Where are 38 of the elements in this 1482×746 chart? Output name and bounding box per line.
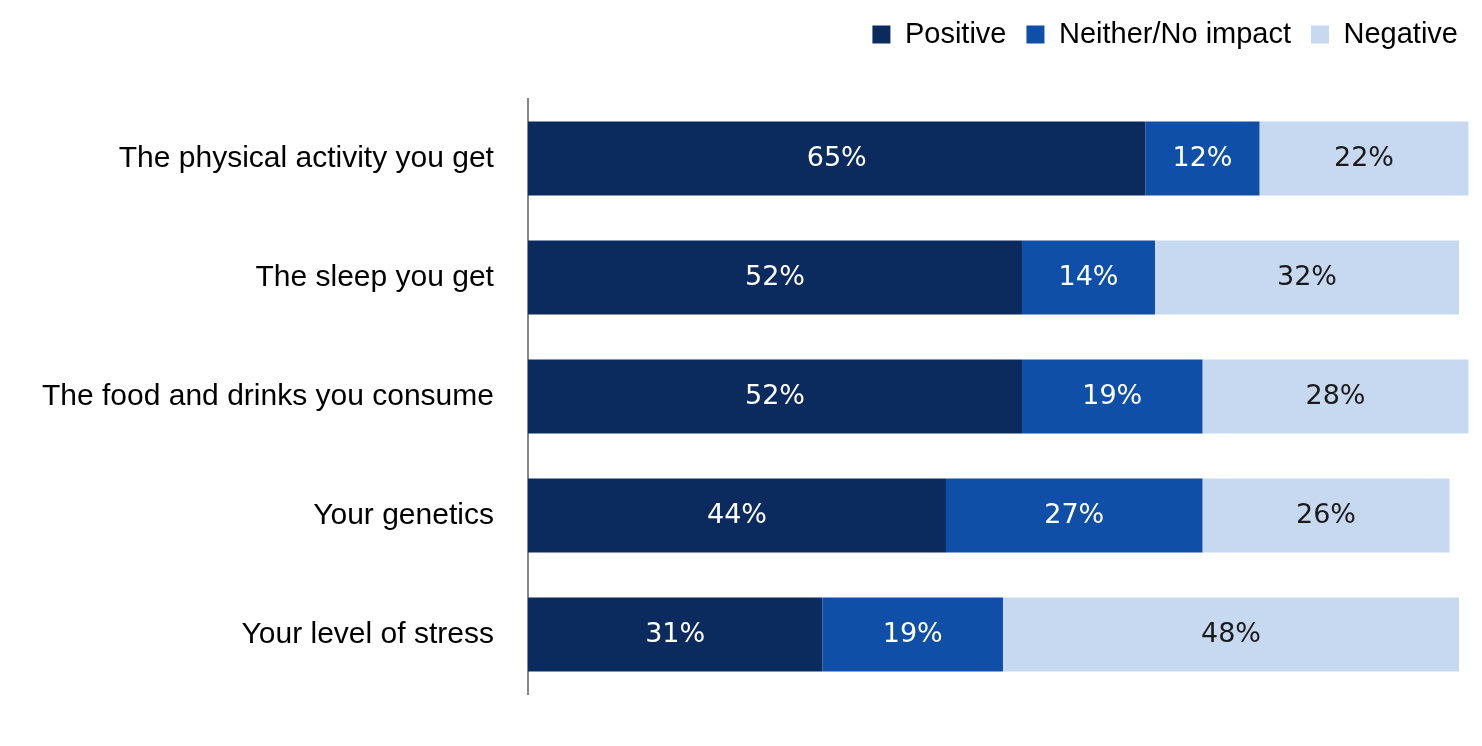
bar bbox=[527, 121, 1146, 196]
bar bbox=[1202, 359, 1469, 434]
data-label: 44% bbox=[706, 497, 767, 529]
data-label: 28% bbox=[1305, 378, 1366, 410]
bar bbox=[1259, 121, 1469, 196]
data-label: 12% bbox=[1172, 140, 1233, 172]
y-tick-label: The physical activity you get bbox=[118, 139, 495, 173]
data-label: 32% bbox=[1276, 259, 1337, 291]
data-label: 26% bbox=[1295, 497, 1356, 529]
legend-label: Neither/No impact bbox=[1058, 16, 1292, 49]
bar bbox=[945, 478, 1203, 553]
data-label: 52% bbox=[744, 259, 805, 291]
data-label: 65% bbox=[806, 140, 867, 172]
y-tick-label: Your genetics bbox=[313, 496, 494, 530]
bar bbox=[1202, 478, 1450, 553]
bar bbox=[1154, 240, 1459, 315]
legend-label: Negative bbox=[1343, 16, 1459, 49]
bar bbox=[822, 597, 1003, 672]
bar bbox=[1021, 240, 1155, 315]
bar bbox=[1002, 597, 1459, 672]
y-tick-label: The sleep you get bbox=[255, 258, 495, 292]
data-label: 22% bbox=[1333, 140, 1394, 172]
legend-label: Positive bbox=[904, 16, 1007, 49]
data-label: 27% bbox=[1044, 497, 1105, 529]
data-label: 19% bbox=[882, 616, 943, 648]
y-tick-label: Your level of stress bbox=[241, 615, 494, 649]
y-tick-label: The food and drinks you consume bbox=[42, 377, 494, 411]
bar bbox=[527, 359, 1022, 434]
data-label: 14% bbox=[1058, 259, 1119, 291]
data-label: 52% bbox=[744, 378, 805, 410]
bar bbox=[527, 240, 1022, 315]
bar bbox=[1145, 121, 1260, 196]
data-label: 48% bbox=[1200, 616, 1261, 648]
bar bbox=[527, 597, 823, 672]
data-label: 31% bbox=[645, 616, 706, 648]
data-label: 19% bbox=[1082, 378, 1143, 410]
bar bbox=[1021, 359, 1203, 434]
bar bbox=[527, 478, 946, 553]
